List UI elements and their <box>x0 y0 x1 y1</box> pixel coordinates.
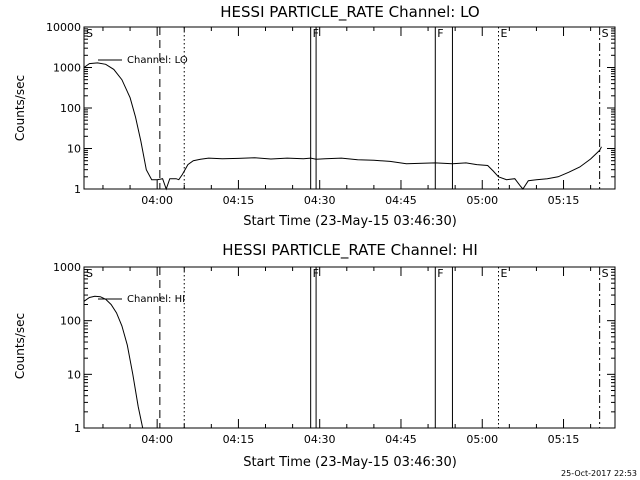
x-tick-label-lo: 04:00 <box>141 194 173 207</box>
series-line-hi <box>83 295 144 429</box>
y-axis-label-hi: Counts/sec <box>13 313 27 379</box>
x-tick-label-lo: 05:00 <box>466 194 498 207</box>
x-tick-label-lo: 04:45 <box>385 194 417 207</box>
generation-timestamp: 25-Oct-2017 22:53 <box>561 469 637 478</box>
event-marker-label-lo: F <box>437 27 443 40</box>
event-marker-label-hi: F <box>437 267 443 280</box>
event-marker-label-hi: E <box>501 267 508 280</box>
x-tick-label-lo: 04:15 <box>223 194 255 207</box>
plot-frame-lo <box>83 26 616 190</box>
plot-area-lo: 1 10 100 1000 10000 04:00 04:15 04:30 04:45 05:00… <box>46 21 616 207</box>
y-tick-label-hi: 1000 <box>53 261 81 274</box>
x-tick-label-hi: 04:00 <box>141 433 173 446</box>
event-marker-label-hi: S <box>602 267 609 280</box>
chart-title-lo: HESSI PARTICLE_RATE Channel: LO <box>220 3 479 22</box>
hi-channel-panel: HESSI PARTICLE_RATE Channel: HI Counts/s… <box>13 241 616 470</box>
event-marker-label-hi: S <box>86 267 93 280</box>
event-marker-label-lo: S <box>602 27 609 40</box>
x-tick-label-lo: 05:15 <box>548 194 580 207</box>
plot-area-hi: 1 10 100 1000 04:00 04:15 04:30 04:45 05:00 05:15… <box>53 261 616 446</box>
y-tick-label-lo: 10 <box>67 143 81 156</box>
legend-label-hi: Channel: HI <box>127 294 185 305</box>
y-tick-label-lo: 1 <box>74 183 81 196</box>
y-tick-label-hi: 10 <box>67 368 81 381</box>
plot-frame-hi <box>83 266 616 429</box>
chart-title-hi: HESSI PARTICLE_RATE Channel: HI <box>222 241 478 260</box>
y-tick-label-lo: 100 <box>60 102 81 115</box>
series-line-lo <box>83 62 602 191</box>
event-marker-label-lo: S <box>86 27 93 40</box>
y-tick-label-lo: 10000 <box>46 21 81 34</box>
y-tick-label-hi: 1 <box>74 422 81 435</box>
x-tick-label-hi: 04:15 <box>223 433 255 446</box>
x-axis-label-lo: Start Time (23-May-15 03:46:30) <box>243 214 457 229</box>
lo-channel-panel: HESSI PARTICLE_RATE Channel: LO Counts/s… <box>13 3 616 229</box>
x-tick-label-hi: 05:15 <box>548 433 580 446</box>
y-tick-label-hi: 100 <box>60 315 81 328</box>
y-tick-label-lo: 1000 <box>53 62 81 75</box>
x-tick-label-hi: 05:00 <box>466 433 498 446</box>
legend-label-lo: Channel: LO <box>127 55 188 66</box>
x-axis-label-hi: Start Time (23-May-15 03:46:30) <box>243 455 457 470</box>
x-tick-label-hi: 04:45 <box>385 433 417 446</box>
x-tick-label-hi: 04:30 <box>304 433 336 446</box>
x-tick-label-lo: 04:30 <box>304 194 336 207</box>
y-axis-label-lo: Counts/sec <box>13 75 27 141</box>
event-marker-label-lo: E <box>501 27 508 40</box>
